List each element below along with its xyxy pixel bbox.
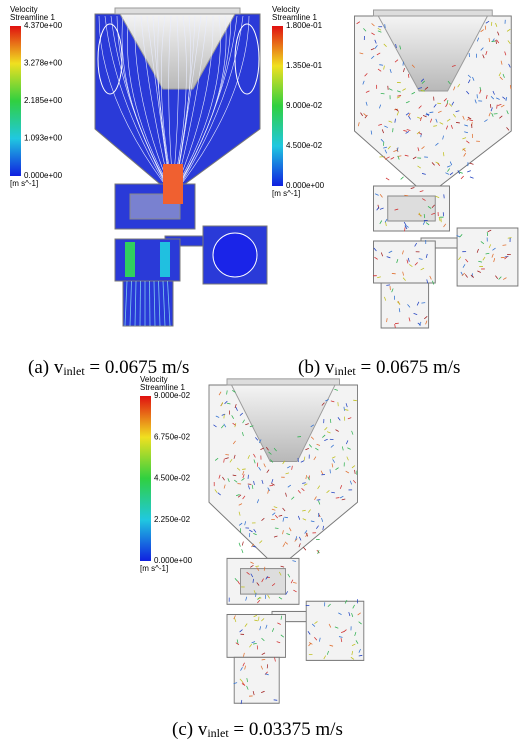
cyclone bbox=[457, 228, 518, 286]
legend-tick-label: 9.000e-02 bbox=[286, 101, 323, 110]
lower-section bbox=[115, 239, 180, 281]
velocity-arrow bbox=[404, 195, 408, 196]
legend-tick-label: 4.370e+00 bbox=[24, 21, 63, 30]
legend-unit: [m s^-1] bbox=[10, 179, 38, 188]
color-bar bbox=[140, 396, 151, 561]
geometry-b bbox=[355, 10, 518, 328]
geometry-a bbox=[95, 8, 267, 326]
velocity-arrow bbox=[379, 65, 383, 66]
velocity-arrow bbox=[242, 542, 243, 546]
velocity-arrow bbox=[353, 400, 357, 401]
neck bbox=[381, 283, 429, 328]
velocity-arrow bbox=[298, 458, 299, 462]
legend-tick-label: 1.093e+00 bbox=[24, 134, 63, 143]
jet bbox=[125, 242, 135, 277]
caption: (a) vinlet = 0.0675 m/s bbox=[28, 357, 189, 379]
color-bar bbox=[10, 26, 21, 176]
velocity-arrow bbox=[386, 285, 390, 286]
cyclone-vortex bbox=[213, 233, 257, 277]
legend-tick-label: 1.800e-01 bbox=[286, 21, 323, 30]
streamline bbox=[140, 281, 141, 326]
velocity-arrow bbox=[255, 566, 259, 567]
velocity-arrow bbox=[470, 177, 474, 178]
legend-tick-label: 4.500e-02 bbox=[286, 141, 323, 150]
velocity-arrow bbox=[456, 122, 460, 123]
velocity-arrow bbox=[242, 469, 246, 470]
velocity-arrow bbox=[421, 303, 425, 304]
jet bbox=[160, 242, 170, 277]
velocity-arrow bbox=[331, 492, 335, 493]
legend-tick-label: 6.750e-02 bbox=[154, 432, 191, 441]
velocity-arrow bbox=[242, 549, 243, 553]
lower-section bbox=[374, 241, 436, 283]
caption: (b) vinlet = 0.0675 m/s bbox=[298, 357, 460, 379]
legend-tick-label: 2.250e-02 bbox=[154, 515, 191, 524]
velocity-arrow bbox=[401, 177, 404, 180]
velocity-arrow bbox=[470, 163, 474, 164]
velocity-arrow bbox=[381, 93, 385, 94]
legend-unit: [m s^-1] bbox=[272, 189, 300, 198]
top-cap bbox=[227, 379, 340, 385]
color-bar bbox=[272, 26, 283, 186]
streamline bbox=[150, 281, 151, 326]
velocity-arrow bbox=[239, 543, 240, 547]
caption: (c) vinlet = 0.03375 m/s bbox=[172, 719, 343, 741]
legend-tick-label: 3.278e+00 bbox=[24, 59, 63, 68]
legend-tick-label: 9.000e-02 bbox=[154, 391, 191, 400]
velocity-arrow bbox=[467, 171, 471, 172]
velocity-arrow bbox=[303, 547, 305, 550]
geometry-c bbox=[209, 379, 364, 704]
legend-tick-label: 1.350e-01 bbox=[286, 61, 323, 70]
velocity-arrow bbox=[395, 323, 399, 324]
legend-tick-label: 2.185e+00 bbox=[24, 96, 63, 105]
cyclone bbox=[306, 601, 364, 660]
velocity-arrow bbox=[336, 498, 340, 499]
legend-unit: [m s^-1] bbox=[140, 564, 168, 573]
page: VelocityStreamline 14.370e+003.278e+002.… bbox=[0, 0, 525, 748]
jet bbox=[163, 164, 183, 204]
inner-box bbox=[388, 196, 436, 221]
velocity-arrow bbox=[386, 178, 389, 180]
top-cap bbox=[374, 10, 493, 16]
top-cap bbox=[115, 8, 240, 14]
velocity-arrow bbox=[262, 659, 266, 660]
legend-tick-label: 4.500e-02 bbox=[154, 474, 191, 483]
velocity-arrow bbox=[461, 176, 464, 179]
